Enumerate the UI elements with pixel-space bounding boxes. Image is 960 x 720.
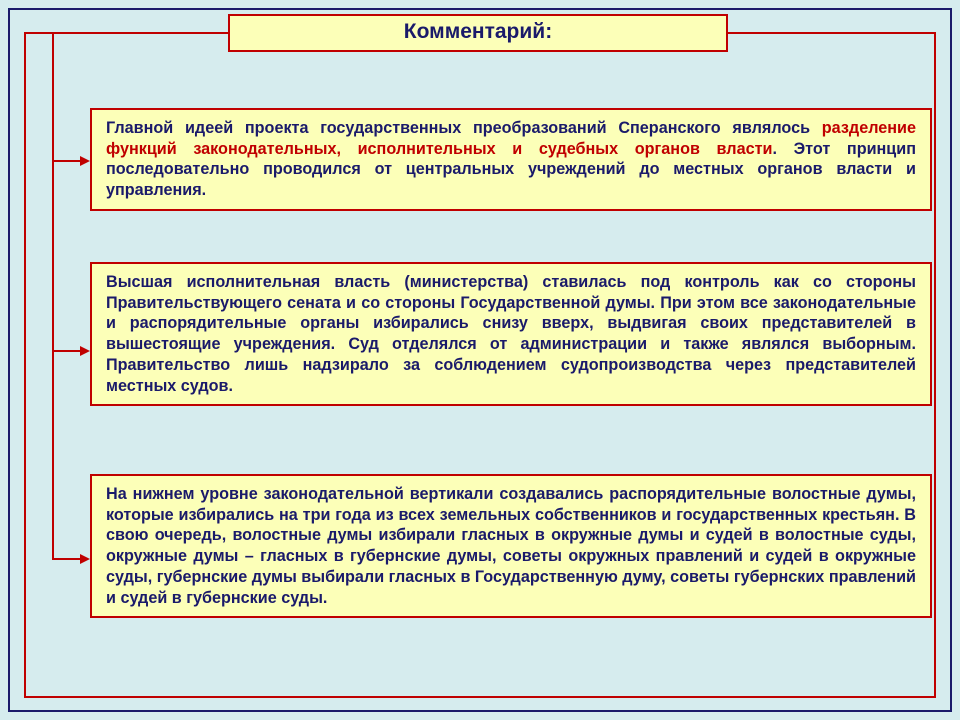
connector-h3: [52, 558, 82, 560]
paragraph-1: Главной идеей проекта государственных пр…: [90, 108, 932, 211]
connector-h2: [52, 350, 82, 352]
arrow-3: [80, 554, 90, 564]
arrow-1: [80, 156, 90, 166]
connector-h1: [52, 160, 82, 162]
title-text: Комментарий:: [404, 20, 552, 43]
arrow-2: [80, 346, 90, 356]
title-box: Комментарий:: [228, 14, 728, 52]
paragraph-2: Высшая исполнительная власть (министерст…: [90, 262, 932, 406]
connector-stem: [52, 34, 54, 560]
p1-part1: Главной идеей проекта государственных пр…: [106, 119, 822, 137]
paragraph-3: На нижнем уровне законодательной вертика…: [90, 474, 932, 618]
